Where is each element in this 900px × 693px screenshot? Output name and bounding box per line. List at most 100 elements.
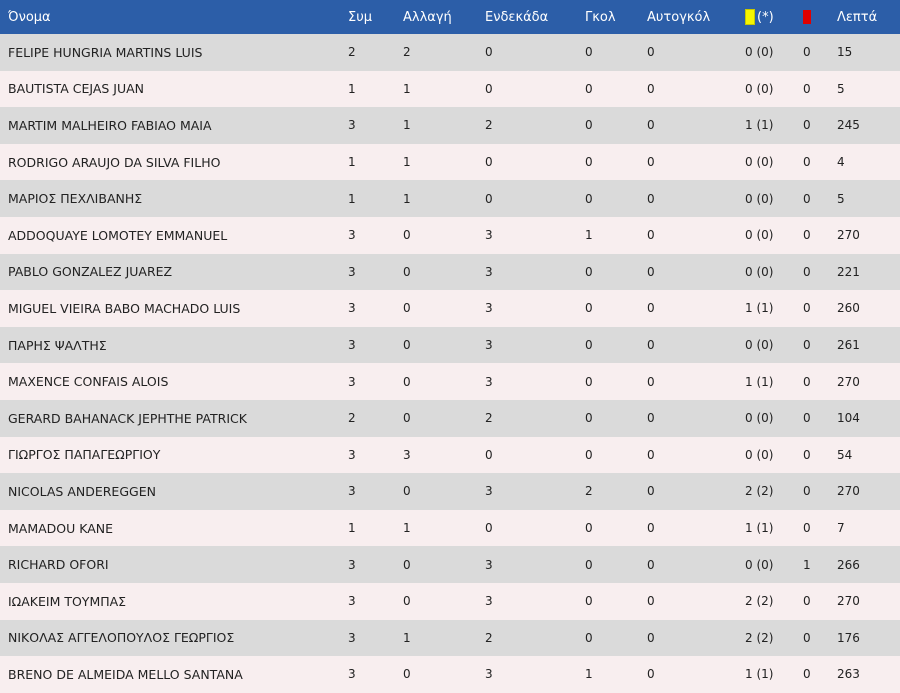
- column-header-own-goals[interactable]: Αυτογκόλ: [647, 0, 745, 34]
- table-row[interactable]: ADDOQUAYE LOMOTEY EMMANUEL 3 0 3 1 0 0 (0) 0 270: [0, 216, 900, 254]
- starts-cell: 3: [485, 363, 585, 400]
- minutes-cell: 5: [837, 180, 900, 217]
- appearances-cell: 1: [348, 180, 403, 217]
- appearances-cell: 3: [348, 216, 403, 254]
- own-goals-cell: 0: [647, 546, 745, 583]
- goals-cell: 0: [585, 290, 647, 327]
- own-goals-cell: 0: [647, 656, 745, 693]
- table-body: FELIPE HUNGRIA MARTINS LUIS 2 2 0 0 0 0 (0) 0 15…: [0, 34, 900, 693]
- appearances-cell: 1: [348, 70, 403, 108]
- player-name-cell: RICHARD OFORI: [0, 546, 348, 583]
- substitutions-cell: 1: [403, 619, 485, 657]
- starts-cell: 2: [485, 107, 585, 144]
- column-header-red-cards[interactable]: [803, 0, 837, 34]
- column-header-yellow-cards[interactable]: (*): [745, 0, 803, 34]
- substitutions-cell: 0: [403, 253, 485, 291]
- starts-cell: 3: [485, 290, 585, 327]
- red-cards-cell: 0: [803, 656, 837, 693]
- red-cards-cell: 0: [803, 399, 837, 437]
- red-cards-cell: 0: [803, 70, 837, 108]
- yellow-card-suffix: (*): [757, 9, 774, 25]
- minutes-cell: 261: [837, 326, 900, 364]
- goals-cell: 0: [585, 509, 647, 547]
- goals-cell: 0: [585, 70, 647, 108]
- yellow-cards-cell: 0 (0): [745, 399, 803, 437]
- table-row[interactable]: BRENO DE ALMEIDA MELLO SANTANA 3 0 3 1 0 1 (1)…: [0, 656, 900, 693]
- starts-cell: 0: [485, 70, 585, 108]
- substitutions-cell: 0: [403, 290, 485, 327]
- own-goals-cell: 0: [647, 473, 745, 510]
- yellow-cards-cell: 1 (1): [745, 363, 803, 400]
- table-row[interactable]: ΜΑΡΙΟΣ ΠΕΧΛΙΒΑΝΗΣ 1 1 0 0 0 0 (0) 0 5: [0, 180, 900, 217]
- table-row[interactable]: RODRIGO ARAUJO DA SILVA FILHO 1 1 0 0 0 0 (0) 0…: [0, 143, 900, 181]
- red-cards-cell: 0: [803, 619, 837, 657]
- appearances-cell: 3: [348, 473, 403, 510]
- column-header-apps[interactable]: Συμ: [348, 0, 403, 34]
- yellow-cards-cell: 1 (1): [745, 290, 803, 327]
- starts-cell: 0: [485, 436, 585, 474]
- minutes-cell: 260: [837, 290, 900, 327]
- yellow-cards-cell: 0 (0): [745, 436, 803, 474]
- starts-cell: 3: [485, 326, 585, 364]
- table-row[interactable]: MIGUEL VIEIRA BABO MACHADO LUIS 3 0 3 0 0 1 (1…: [0, 290, 900, 327]
- minutes-cell: 4: [837, 143, 900, 181]
- starts-cell: 3: [485, 253, 585, 291]
- table-row[interactable]: ΠΑΡΗΣ ΨΑΛΤΗΣ 3 0 3 0 0 0 (0) 0 261: [0, 326, 900, 364]
- minutes-cell: 245: [837, 107, 900, 144]
- substitutions-cell: 0: [403, 656, 485, 693]
- own-goals-cell: 0: [647, 436, 745, 474]
- appearances-cell: 3: [348, 619, 403, 657]
- red-cards-cell: 0: [803, 34, 837, 71]
- player-name-cell: BAUTISTA CEJAS JUAN: [0, 70, 348, 108]
- table-row[interactable]: GERARD BAHANACK JEPHTHE PATRICK 2 0 2 0 0 0 (0…: [0, 399, 900, 437]
- minutes-cell: 270: [837, 582, 900, 620]
- substitutions-cell: 1: [403, 143, 485, 181]
- starts-cell: 3: [485, 473, 585, 510]
- minutes-cell: 263: [837, 656, 900, 693]
- table-row[interactable]: PABLO GONZALEZ JUAREZ 3 0 3 0 0 0 (0) 0 221: [0, 253, 900, 291]
- column-header-goals[interactable]: Γκολ: [585, 0, 647, 34]
- goals-cell: 0: [585, 546, 647, 583]
- minutes-cell: 104: [837, 399, 900, 437]
- column-header-starts[interactable]: Ενδεκάδα: [485, 0, 585, 34]
- table-row[interactable]: NICOLAS ANDEREGGEN 3 0 3 2 0 2 (2) 0 270: [0, 473, 900, 510]
- table-row[interactable]: FELIPE HUNGRIA MARTINS LUIS 2 2 0 0 0 0 (0) 0 15: [0, 34, 900, 71]
- table-row[interactable]: ΓΙΩΡΓΟΣ ΠΑΠΑΓΕΩΡΓΙΟΥ 3 3 0 0 0 0 (0) 0 54: [0, 436, 900, 474]
- yellow-card-icon: [745, 9, 755, 25]
- starts-cell: 0: [485, 34, 585, 71]
- red-cards-cell: 0: [803, 436, 837, 474]
- goals-cell: 0: [585, 399, 647, 437]
- table-row[interactable]: ΙΩΑΚΕΙΜ ΤΟΥΜΠΑΣ 3 0 3 0 0 2 (2) 0 270: [0, 582, 900, 620]
- column-header-subs[interactable]: Αλλαγή: [403, 0, 485, 34]
- yellow-cards-cell: 2 (2): [745, 582, 803, 620]
- goals-cell: 0: [585, 619, 647, 657]
- minutes-cell: 7: [837, 509, 900, 547]
- substitutions-cell: 1: [403, 180, 485, 217]
- substitutions-cell: 3: [403, 436, 485, 474]
- yellow-cards-cell: 1 (1): [745, 656, 803, 693]
- substitutions-cell: 0: [403, 326, 485, 364]
- table-row[interactable]: MARTIM MALHEIRO FABIAO MAIA 3 1 2 0 0 1 (1) 0 24…: [0, 107, 900, 144]
- appearances-cell: 3: [348, 290, 403, 327]
- table-row[interactable]: BAUTISTA CEJAS JUAN 1 1 0 0 0 0 (0) 0 5: [0, 70, 900, 108]
- table-row[interactable]: RICHARD OFORI 3 0 3 0 0 0 (0) 1 266: [0, 546, 900, 583]
- goals-cell: 0: [585, 582, 647, 620]
- red-cards-cell: 0: [803, 473, 837, 510]
- table-row[interactable]: MAMADOU KANE 1 1 0 0 0 1 (1) 0 7: [0, 509, 900, 547]
- red-cards-cell: 0: [803, 290, 837, 327]
- player-name-cell: PABLO GONZALEZ JUAREZ: [0, 253, 348, 291]
- yellow-cards-cell: 0 (0): [745, 143, 803, 181]
- red-cards-cell: 0: [803, 107, 837, 144]
- goals-cell: 0: [585, 180, 647, 217]
- column-header-name[interactable]: Όνομα: [0, 0, 348, 34]
- starts-cell: 0: [485, 509, 585, 547]
- starts-cell: 3: [485, 216, 585, 254]
- red-cards-cell: 0: [803, 143, 837, 181]
- goals-cell: 0: [585, 34, 647, 71]
- own-goals-cell: 0: [647, 326, 745, 364]
- table-row[interactable]: ΝΙΚΟΛΑΣ ΑΓΓΕΛΟΠΟΥΛΟΣ ΓΕΩΡΓΙΟΣ 3 1 2 0 0 2 (2) 0…: [0, 619, 900, 657]
- column-header-minutes[interactable]: Λεπτά: [837, 0, 900, 34]
- minutes-cell: 270: [837, 363, 900, 400]
- table-row[interactable]: MAXENCE CONFAIS ALOIS 3 0 3 0 0 1 (1) 0 270: [0, 363, 900, 400]
- yellow-cards-cell: 0 (0): [745, 70, 803, 108]
